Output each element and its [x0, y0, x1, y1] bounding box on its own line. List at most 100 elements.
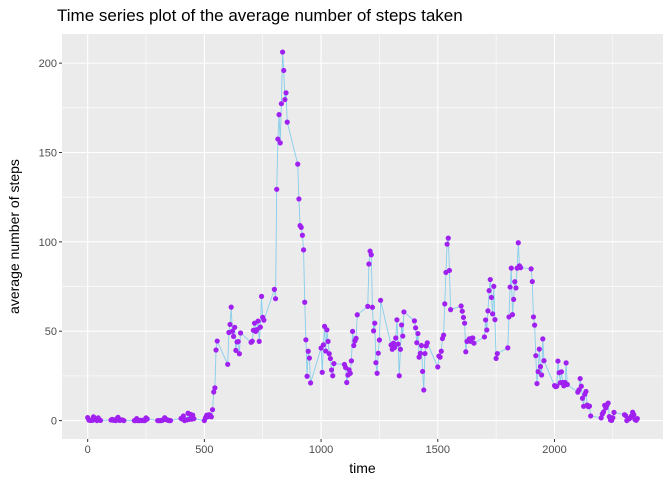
data-point: [485, 308, 491, 314]
data-point: [368, 252, 374, 258]
data-point: [258, 293, 265, 299]
data-point: [418, 342, 425, 349]
data-point: [588, 413, 594, 419]
data-point: [508, 265, 514, 271]
data-point: [212, 385, 218, 391]
data-point: [299, 232, 305, 238]
data-point: [397, 346, 404, 352]
data-point: [563, 360, 569, 366]
data-point: [483, 317, 489, 323]
data-point: [438, 348, 444, 354]
data-point: [539, 372, 545, 378]
data-point: [414, 340, 420, 346]
data-point: [458, 303, 464, 309]
data-point: [395, 341, 401, 347]
data-point: [583, 388, 589, 395]
data-point: [448, 307, 454, 313]
data-point: [229, 328, 235, 334]
data-point: [424, 340, 430, 346]
data-point: [513, 285, 519, 291]
data-point: [213, 347, 219, 353]
data-point: [600, 409, 607, 415]
data-point: [304, 373, 310, 379]
data-point: [532, 322, 538, 328]
data-point: [555, 358, 561, 364]
data-point: [353, 335, 359, 341]
data-point: [400, 333, 406, 339]
x-tick-label: 500: [195, 444, 213, 456]
data-point: [284, 119, 290, 125]
data-point: [271, 286, 277, 292]
data-point: [257, 324, 263, 330]
data-point: [586, 403, 593, 409]
data-point: [324, 327, 330, 333]
data-point: [180, 413, 186, 419]
data-point: [344, 379, 350, 386]
data-point: [463, 349, 469, 355]
data-point: [610, 415, 616, 421]
data-point: [209, 407, 216, 413]
data-point: [488, 294, 495, 301]
data-point: [390, 340, 397, 346]
data-point: [144, 416, 150, 422]
data-point: [211, 389, 217, 395]
data-point: [295, 161, 301, 167]
data-point: [249, 338, 255, 344]
data-point: [394, 317, 400, 323]
data-point: [233, 347, 239, 353]
data-point: [372, 320, 378, 326]
data-point: [282, 96, 288, 103]
data-point: [347, 370, 353, 376]
data-point: [255, 318, 261, 324]
data-point: [470, 335, 476, 341]
data-point: [326, 351, 332, 357]
data-point: [492, 317, 498, 323]
data-point: [413, 325, 419, 331]
data-point: [307, 380, 314, 386]
data-point: [275, 136, 281, 142]
x-tick-label: 1500: [426, 444, 450, 456]
data-point: [605, 400, 611, 406]
data-point: [417, 350, 423, 356]
data-point: [420, 368, 426, 375]
data-point: [303, 337, 309, 343]
data-point: [398, 322, 405, 328]
data-point: [97, 417, 104, 424]
data-point: [328, 367, 335, 373]
data-point: [320, 342, 327, 348]
data-point: [441, 332, 447, 338]
data-point: [507, 284, 513, 290]
data-point: [530, 314, 537, 320]
data-point: [537, 364, 544, 370]
data-point: [296, 196, 302, 202]
data-point: [121, 417, 127, 424]
data-point: [283, 90, 289, 96]
data-point: [577, 375, 583, 382]
data-point: [279, 49, 286, 55]
data-point: [471, 340, 477, 346]
data-point: [366, 261, 372, 267]
data-point: [369, 304, 376, 310]
plot-panel: [62, 34, 663, 439]
data-point: [305, 348, 311, 354]
data-point: [515, 240, 521, 246]
data-point: [276, 112, 282, 118]
data-point: [236, 351, 242, 357]
data-point: [528, 266, 534, 272]
x-tick-label: 2000: [542, 444, 566, 456]
data-point: [446, 267, 453, 274]
data-point: [494, 350, 500, 357]
x-axis: 0 500 1000 1500 2000: [85, 439, 567, 456]
data-point: [373, 360, 379, 366]
data-point: [540, 336, 546, 342]
y-axis: 0 50 100 150 200: [39, 58, 62, 428]
data-point: [325, 338, 331, 345]
data-point: [401, 309, 407, 315]
y-axis-title: average number of steps: [6, 159, 22, 314]
data-point: [487, 276, 493, 283]
x-tick-label: 0: [85, 444, 91, 456]
data-point: [281, 67, 287, 74]
data-point: [578, 383, 584, 389]
data-point: [331, 360, 337, 367]
